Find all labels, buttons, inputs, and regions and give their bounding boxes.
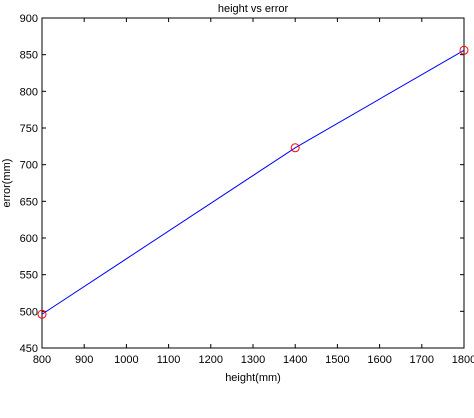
y-tick-label: 900	[20, 13, 38, 25]
y-axis: 450 500 550 600 650 700 750 800 850 900	[20, 13, 464, 355]
y-tick-label: 550	[20, 270, 38, 282]
y-tick-label: 500	[20, 306, 38, 318]
x-axis-title: height(mm)	[225, 372, 281, 384]
data-point-marker	[459, 45, 469, 55]
data-point-marker	[290, 143, 300, 153]
x-tick-label: 1000	[114, 354, 138, 366]
x-tick-label: 1600	[367, 354, 391, 366]
chart-title: height vs error	[218, 3, 289, 15]
y-tick-label: 800	[20, 86, 38, 98]
data-point-marker	[37, 309, 47, 319]
y-tick-label: 850	[20, 50, 38, 62]
x-axis: 800 900 1000 1100 1200 1300 1400 1500 1600 1700 18…	[33, 18, 474, 366]
x-tick-label: 1800	[452, 354, 474, 366]
series-layer	[37, 45, 469, 319]
x-tick-label: 1100	[157, 354, 181, 366]
y-tick-label: 450	[20, 343, 38, 355]
x-tick-label: 1500	[325, 354, 349, 366]
x-tick-label: 800	[33, 354, 51, 366]
y-axis-title: error(mm)	[1, 159, 13, 208]
x-tick-label: 1400	[283, 354, 307, 366]
y-tick-label: 650	[20, 196, 38, 208]
y-tick-label: 750	[20, 123, 38, 135]
series-line	[41, 49, 465, 315]
y-tick-label: 700	[20, 160, 38, 172]
plot-area	[41, 17, 465, 349]
y-tick-label: 600	[20, 233, 38, 245]
x-tick-label: 1200	[199, 354, 223, 366]
x-tick-label: 1700	[410, 354, 434, 366]
x-tick-label: 900	[75, 354, 93, 366]
x-tick-label: 1300	[241, 354, 265, 366]
